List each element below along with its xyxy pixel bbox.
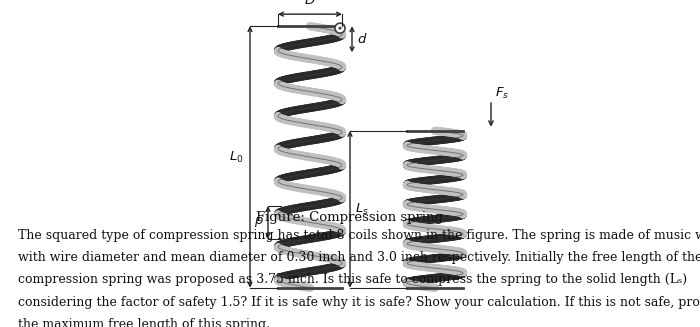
Text: $L_0$: $L_0$ [229,149,244,164]
Circle shape [339,27,342,30]
Text: $p$: $p$ [254,215,264,229]
Text: The squared type of compression spring has total 8 coils shown in the figure. Th: The squared type of compression spring h… [18,229,700,242]
Text: Figure: Compression spring: Figure: Compression spring [256,211,444,224]
Text: $D$: $D$ [304,0,316,7]
Text: with wire diameter and mean diameter of 0.30 inch and 3.0 inch respectively. Ini: with wire diameter and mean diameter of … [18,251,700,264]
Text: the maximum free length of this spring.: the maximum free length of this spring. [18,318,270,327]
Text: considering the factor of safety 1.5? If it is safe why it is safe? Show your ca: considering the factor of safety 1.5? If… [18,296,700,309]
Text: $L_s$: $L_s$ [355,202,369,217]
Circle shape [335,23,345,33]
Text: $F_s$: $F_s$ [495,86,509,101]
Text: $d$: $d$ [357,32,368,46]
Text: compression spring was proposed as 3.75 inch. Is this safe to compress the sprin: compression spring was proposed as 3.75 … [18,273,687,286]
